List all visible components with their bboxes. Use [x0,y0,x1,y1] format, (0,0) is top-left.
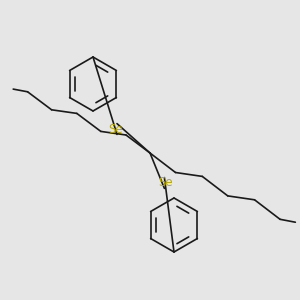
Text: Se: Se [108,122,123,136]
Text: Se: Se [158,176,173,190]
